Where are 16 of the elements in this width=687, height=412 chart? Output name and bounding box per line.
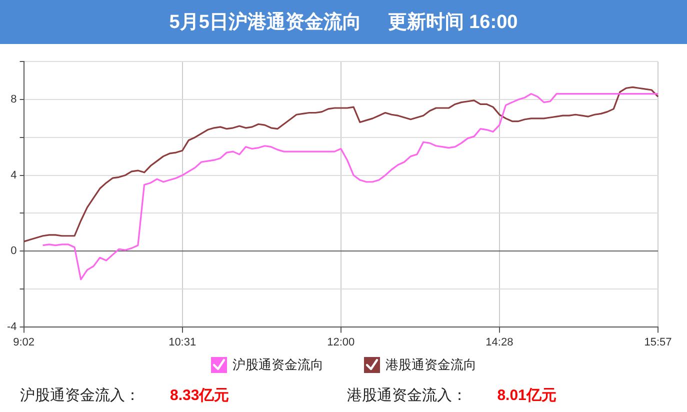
chart-title: 5月5日沪港通资金流向 更新时间 16:00 xyxy=(0,0,687,44)
x-tick-label: 12:00 xyxy=(327,336,355,348)
x-tick-label: 15:57 xyxy=(644,336,672,348)
x-tick-label: 14:28 xyxy=(486,336,514,348)
text: 沪股通资金流入： xyxy=(20,386,140,405)
y-tick-label: 8 xyxy=(10,94,17,106)
legend-label: 沪股通资金流向 xyxy=(232,356,324,374)
text: 8.33亿元 xyxy=(170,386,230,405)
text: 港股通资金流入： xyxy=(347,386,468,405)
x-tick-label: 10:31 xyxy=(168,336,196,348)
text: 8.01亿元 xyxy=(497,386,556,405)
legend-label: 港股通资金流向 xyxy=(386,356,476,374)
y-tick-label: 4 xyxy=(10,169,17,182)
y-tick-label: 0 xyxy=(10,245,17,258)
y-tick-label: -4 xyxy=(7,320,17,333)
x-tick-label: 9:02 xyxy=(13,336,34,348)
